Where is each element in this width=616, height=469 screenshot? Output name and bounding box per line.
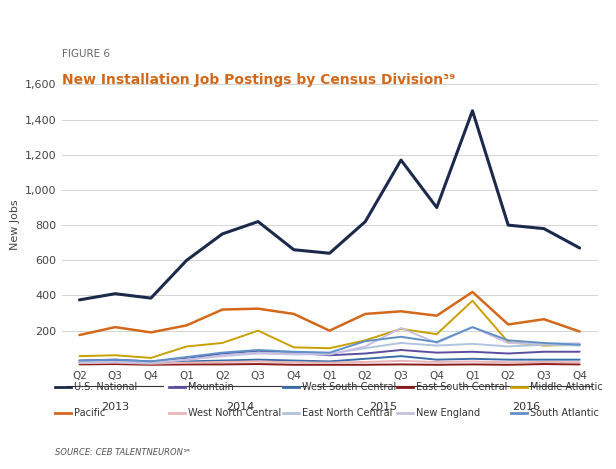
Text: 2014: 2014 [226, 402, 254, 412]
Text: New Installation Job Postings by Census Division³⁹: New Installation Job Postings by Census … [62, 73, 455, 87]
Text: Middle Atlantic: Middle Atlantic [530, 382, 602, 392]
Text: 2015: 2015 [369, 402, 397, 412]
Text: East South Central: East South Central [416, 382, 507, 392]
Y-axis label: New Jobs: New Jobs [10, 200, 20, 250]
Text: FIGURE 6: FIGURE 6 [62, 49, 110, 59]
Text: Mountain: Mountain [188, 382, 233, 392]
Text: SOURCE: CEB TALENTNEURON℠: SOURCE: CEB TALENTNEURON℠ [55, 448, 192, 457]
Text: U.S. National: U.S. National [74, 382, 137, 392]
Text: East North Central: East North Central [302, 408, 392, 418]
Text: West North Central: West North Central [188, 408, 281, 418]
Text: Pacific: Pacific [74, 408, 105, 418]
Text: New England: New England [416, 408, 480, 418]
Text: West South Central: West South Central [302, 382, 396, 392]
Text: 2016: 2016 [512, 402, 540, 412]
Text: South Atlantic: South Atlantic [530, 408, 599, 418]
Text: 2013: 2013 [101, 402, 129, 412]
